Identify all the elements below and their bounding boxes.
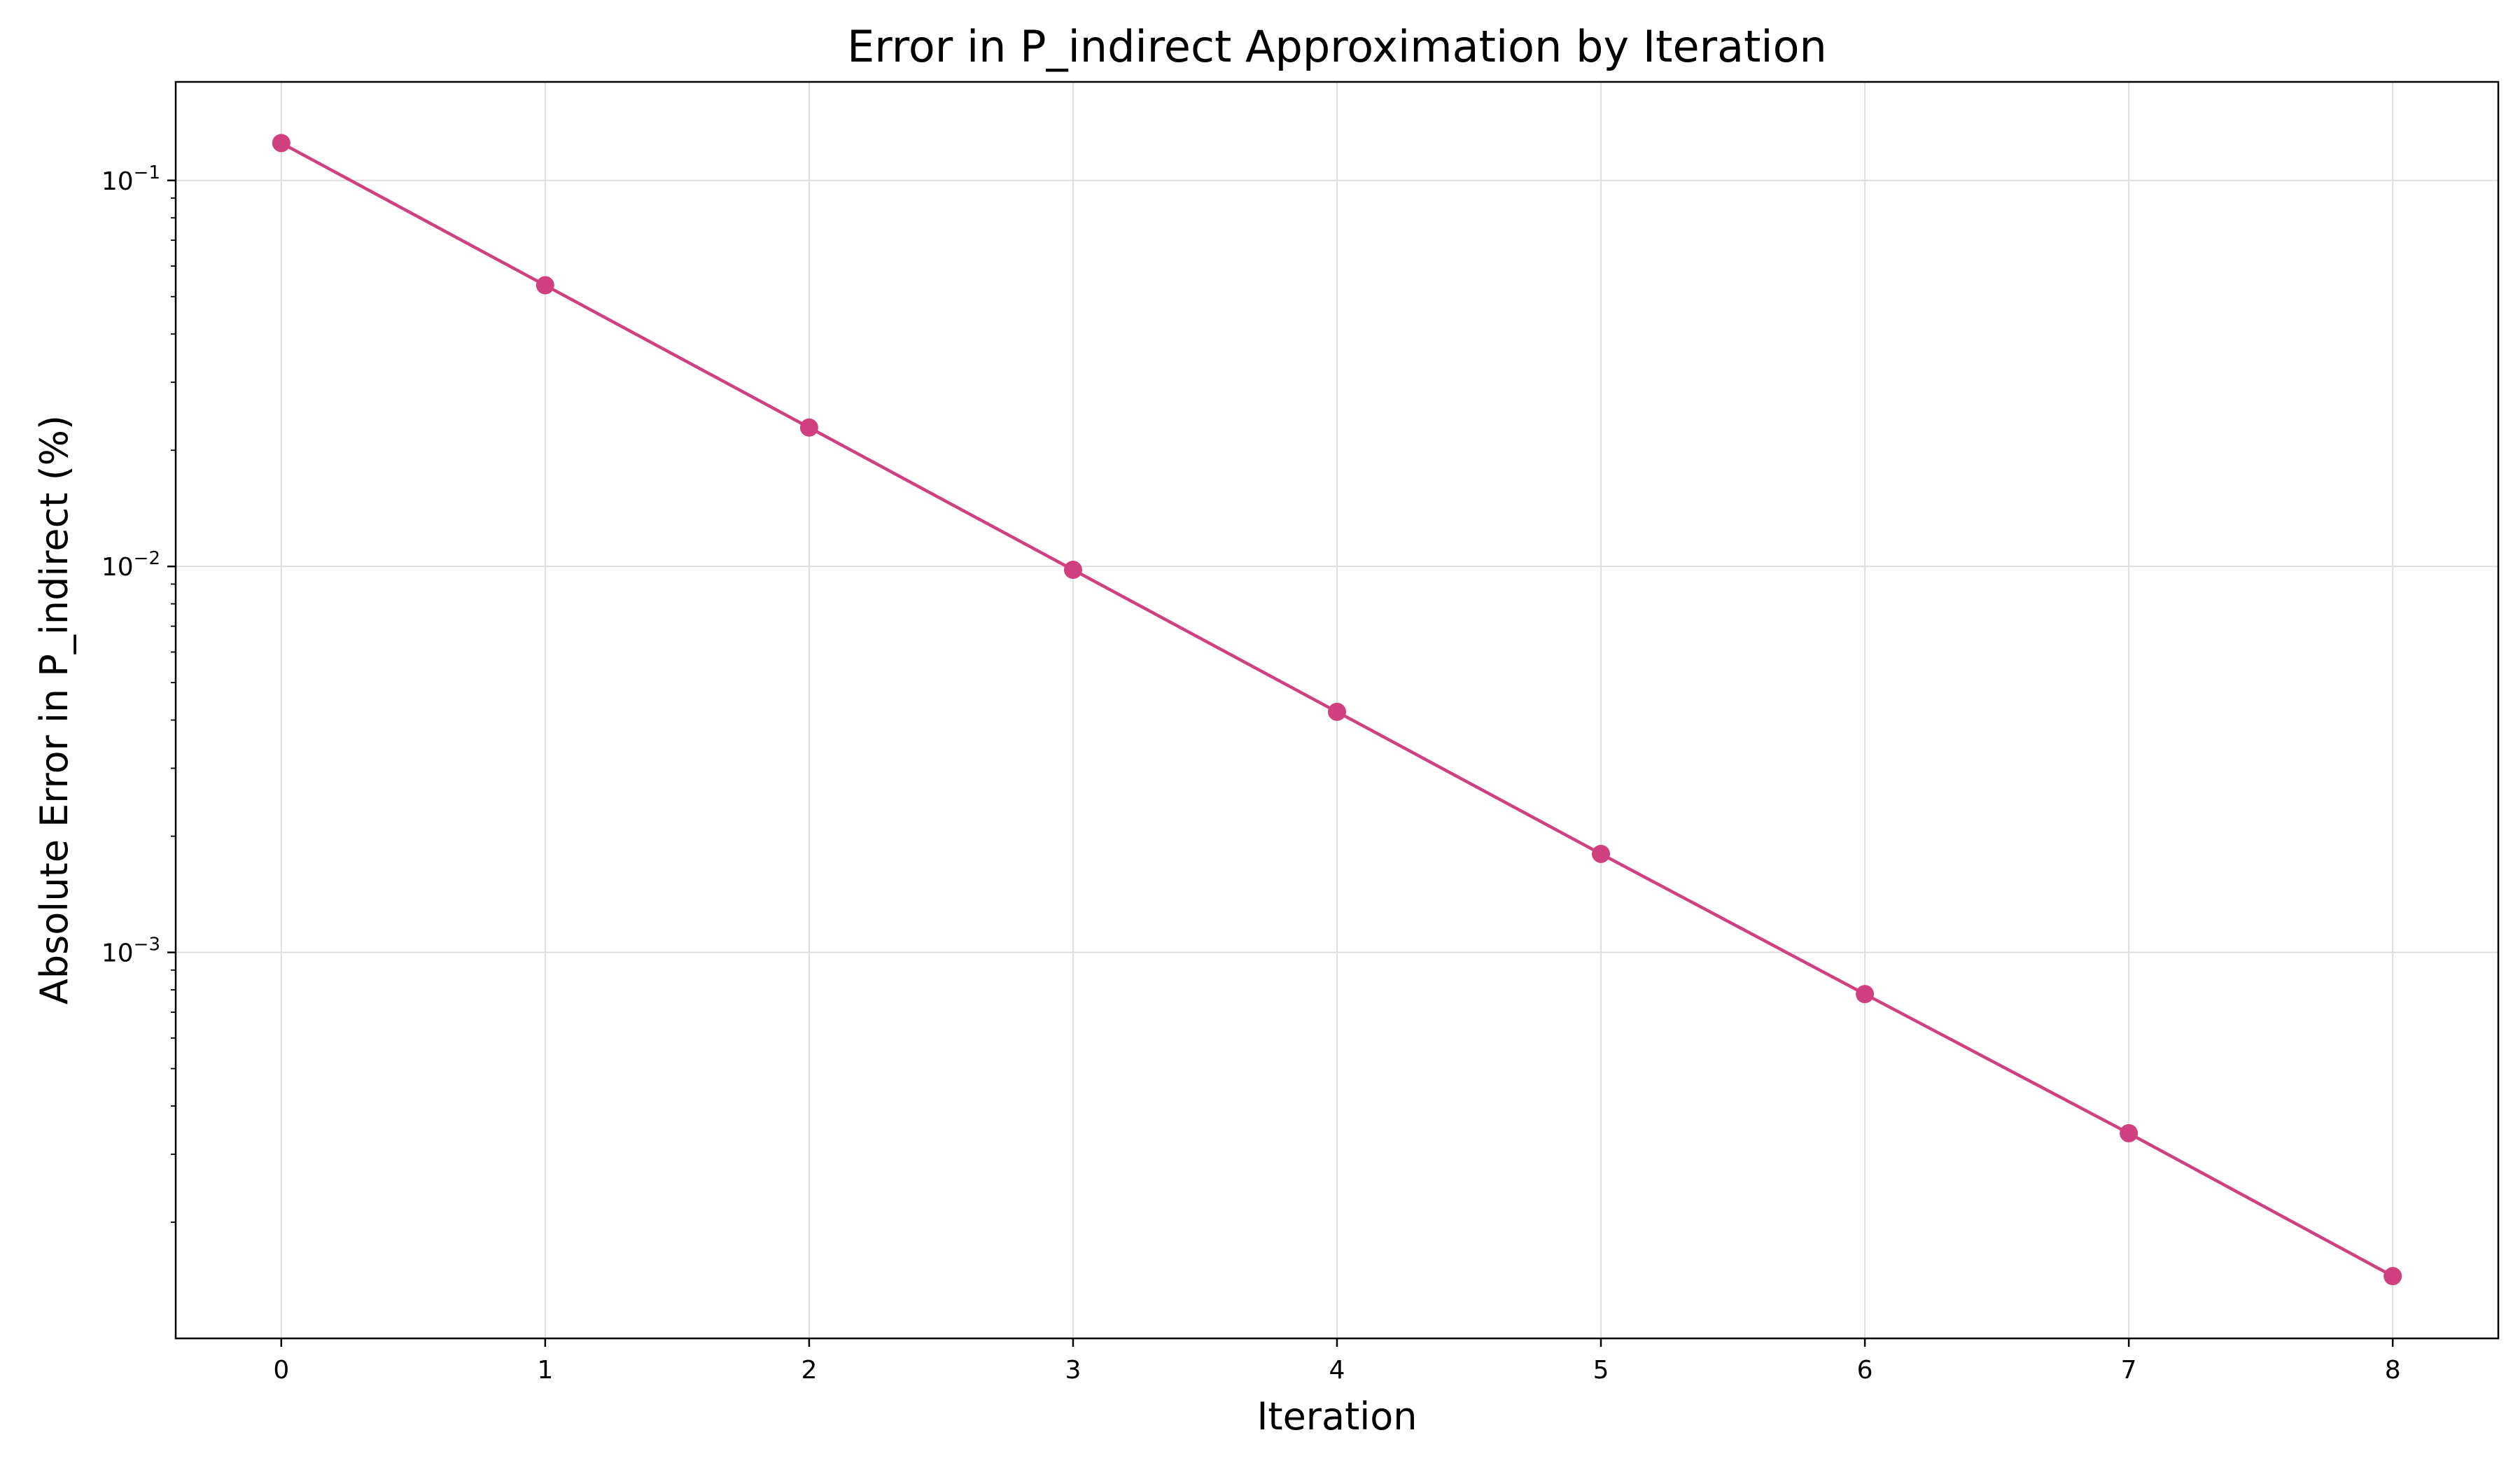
x-axis-label: Iteration — [1256, 1394, 1417, 1438]
chart-title: Error in P_indirect Approximation by Ite… — [847, 21, 1827, 72]
data-point — [1328, 702, 1346, 721]
y-axis: 10−1 10−2 10−3 — [102, 162, 176, 1223]
data-point — [272, 134, 290, 153]
x-tick-label: 7 — [2121, 1356, 2137, 1385]
data-point — [2120, 1124, 2138, 1142]
x-tick-label: 4 — [1329, 1356, 1345, 1385]
y-tick-label: 10−2 — [102, 548, 160, 582]
x-tick-label: 6 — [1857, 1356, 1873, 1385]
data-point — [1592, 844, 1611, 863]
y-tick-label: 10−3 — [102, 934, 160, 968]
x-tick-label: 3 — [1065, 1356, 1082, 1385]
data-point — [1856, 985, 1875, 1004]
data-point — [1063, 561, 1082, 580]
x-tick-label: 8 — [2385, 1356, 2401, 1385]
x-tick-label: 1 — [537, 1356, 553, 1385]
x-tick-label: 5 — [1593, 1356, 1609, 1385]
x-tick-label: 0 — [273, 1356, 289, 1385]
y-tick-label: 10−1 — [102, 162, 160, 196]
x-axis: 0 1 2 3 4 5 6 7 8 — [273, 1338, 2401, 1385]
data-point — [536, 276, 554, 295]
data-point — [2384, 1267, 2402, 1286]
series-layer — [272, 134, 2402, 1286]
y-axis-label: Absolute Error in P_indirect (%) — [32, 415, 76, 1004]
data-point — [799, 418, 818, 437]
x-tick-label: 2 — [801, 1356, 817, 1385]
